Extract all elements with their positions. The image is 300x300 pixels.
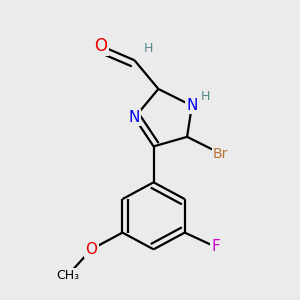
Text: H: H	[144, 42, 154, 55]
Text: N: N	[186, 98, 198, 113]
Text: H: H	[200, 90, 210, 103]
Text: F: F	[212, 239, 220, 254]
Text: CH₃: CH₃	[56, 269, 79, 282]
Text: O: O	[85, 242, 98, 257]
Text: Br: Br	[213, 147, 228, 160]
Text: N: N	[129, 110, 140, 125]
Text: O: O	[94, 37, 107, 55]
